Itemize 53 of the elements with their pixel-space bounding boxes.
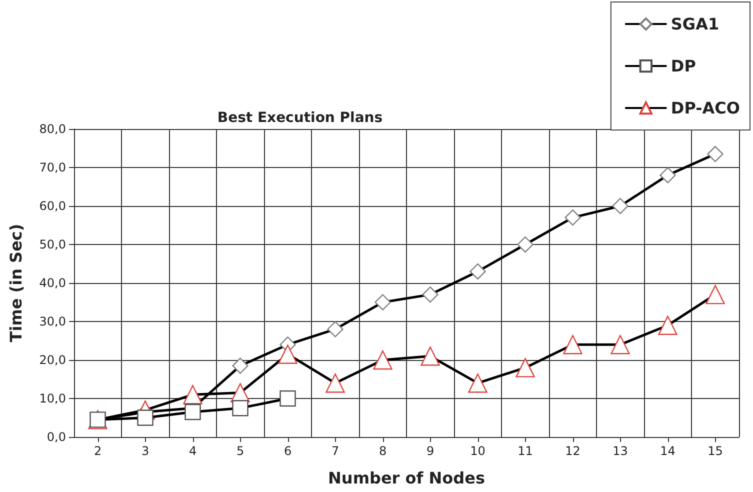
point <box>184 404 201 420</box>
point <box>563 335 582 354</box>
x-tick-label: 10 <box>470 444 486 458</box>
point <box>658 316 678 335</box>
point <box>706 284 725 304</box>
point <box>327 321 344 338</box>
y-tick-label: 10,0 <box>39 392 66 406</box>
x-tick-label: 14 <box>660 444 676 458</box>
point <box>373 350 392 370</box>
point <box>517 236 534 253</box>
y-tick-label: 0,0 <box>46 430 66 444</box>
x-tick-label: 11 <box>518 444 533 458</box>
y-tick-label: 80,0 <box>39 122 66 136</box>
legend-label: DP-ACO <box>670 98 740 118</box>
x-tick-label: 4 <box>188 444 197 458</box>
point <box>516 358 535 378</box>
x-tick-label: 5 <box>236 444 244 458</box>
x-tick-label: 12 <box>565 444 580 458</box>
x-tick-label: 15 <box>708 444 723 458</box>
point <box>326 374 345 393</box>
x-tick-label: 2 <box>94 444 102 458</box>
x-tick-label: 13 <box>612 444 628 458</box>
point <box>280 390 296 407</box>
y-tick-label: 70,0 <box>39 160 66 174</box>
point <box>660 167 676 184</box>
point <box>470 263 486 280</box>
y-tick-label: 40,0 <box>39 276 66 290</box>
chart-title: Best Execution Plans <box>217 110 383 126</box>
point <box>707 146 724 162</box>
point <box>612 198 628 214</box>
x-tick-label: 3 <box>141 444 150 458</box>
point <box>183 385 202 404</box>
x-axis-title: Number of Nodes <box>328 468 485 488</box>
y-tick-label: 30,0 <box>39 314 66 328</box>
legend-label: DP <box>670 56 696 76</box>
y-axis-title: Time (in Sec) <box>6 224 26 342</box>
point <box>564 209 581 226</box>
point <box>232 358 248 374</box>
point <box>610 335 630 354</box>
x-tick-label: 8 <box>378 444 387 458</box>
y-tick-label: 20,0 <box>39 353 66 367</box>
x-tick-label: 6 <box>284 444 292 458</box>
y-tick-label: 60,0 <box>39 199 66 213</box>
point <box>232 400 248 416</box>
legend-label: SGA1 <box>670 14 720 34</box>
point <box>468 374 488 393</box>
point <box>420 346 440 366</box>
point <box>278 344 298 364</box>
point <box>422 286 438 303</box>
point <box>374 294 391 310</box>
x-tick-label: 7 <box>331 444 340 458</box>
x-tick-label: 9 <box>426 444 434 458</box>
y-tick-label: 50,0 <box>39 238 66 252</box>
